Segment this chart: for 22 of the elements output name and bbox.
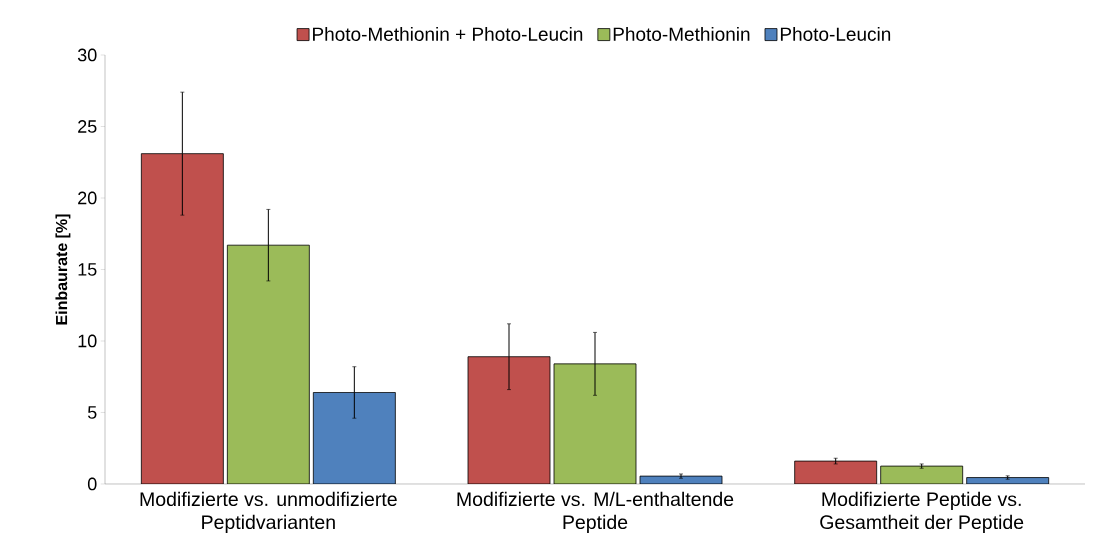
y-axis-title: Einbaurate [%] bbox=[55, 214, 71, 325]
y-tick-label: 25 bbox=[78, 120, 97, 133]
legend-label: Photo-Leucin bbox=[780, 26, 891, 41]
bar bbox=[553, 363, 637, 484]
y-tick-label: 5 bbox=[87, 406, 97, 419]
legend-label: Photo-Methionin bbox=[613, 26, 750, 41]
legend-label: Photo-Methionin + Photo-Leucin bbox=[313, 26, 583, 41]
y-tick-label: 15 bbox=[78, 263, 97, 276]
x-tick-label: Modifizierte vs. M/L-enthaltende Peptide bbox=[457, 491, 734, 533]
y-tick-label: 0 bbox=[87, 477, 97, 491]
bar bbox=[312, 392, 396, 484]
x-tick-label: Modifizierte Peptide vs. Gesamtheit der Peptide bbox=[820, 491, 1024, 533]
bar bbox=[966, 477, 1050, 484]
bar bbox=[880, 465, 964, 484]
bar bbox=[140, 153, 224, 484]
bar bbox=[794, 460, 878, 484]
bar bbox=[467, 356, 551, 484]
bar bbox=[226, 244, 310, 484]
y-tick-label: 10 bbox=[78, 334, 97, 348]
x-tick-label: Modifizierte vs. unmodifizierte Peptidvarianten bbox=[140, 491, 397, 533]
y-tick-label: 30 bbox=[77, 48, 97, 62]
y-tick-label: 20 bbox=[78, 191, 97, 205]
